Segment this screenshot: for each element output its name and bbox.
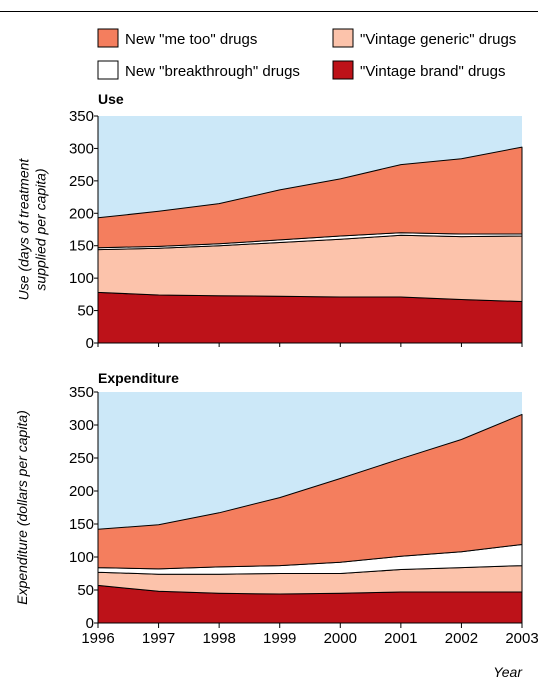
legend: New "me too" drugs "Vintage generic" drug… [97,28,516,80]
panel-title: Expenditure [98,370,179,386]
legend-label-new-me-too-drugs: New "me too" drugs [125,31,257,48]
x-tick-label: 1999 [263,630,296,647]
y-tick-label: 200 [69,483,94,500]
legend-swatch-new-breakthrough-drugs [97,60,119,80]
x-tick-label: 1996 [81,630,114,647]
x-tick-label: 2002 [445,630,478,647]
legend-swatch-vintage-brand-drugs [332,60,354,80]
x-tick-label: 1998 [202,630,235,647]
legend-label-new-breakthrough-drugs: New "breakthrough" drugs [125,63,300,80]
legend-swatch-new-me-too-drugs [97,28,119,48]
panel-title: Use [98,91,124,107]
x-axis: 1996 1997 1998 1999 2000 2001 2002 2003 [81,343,538,647]
legend-label-vintage-brand-drugs: "Vintage brand" drugs [360,63,505,80]
y-tick-label: 250 [69,173,94,190]
top-rule [0,11,538,12]
y-tick-label: 200 [69,205,94,222]
area-vintage-brand-drugs [97,291,523,344]
y-tick-label: 300 [69,417,94,434]
x-tick-label: 1997 [142,630,175,647]
y-tick-label: 100 [69,549,94,566]
y-axis-title: Use (days of treatmentsupplied per capit… [16,158,49,301]
y-axis-title: Expenditure (dollars per capita) [14,410,30,605]
y-tick-label: 100 [69,270,94,287]
legend-label-vintage-generic-drugs: "Vintage generic" drugs [360,31,516,48]
y-tick-label: 0 [86,615,94,632]
x-tick-label: 2003 [505,630,538,647]
y-tick-label: 150 [69,516,94,533]
x-axis-title: Year [493,664,523,680]
y-tick-label: 350 [69,384,94,401]
y-tick-label: 250 [69,450,94,467]
x-tick-label: 2001 [384,630,417,647]
y-tick-label: 300 [69,140,94,157]
y-tick-label: 350 [69,108,94,125]
y-tick-label: 50 [77,303,94,320]
y-axis-title-line: Use (days of treatment [16,158,32,301]
legend-swatch-vintage-generic-drugs [332,28,354,48]
x-tick-label: 2000 [324,630,357,647]
y-tick-label: 0 [86,335,94,352]
area-new-me-too-drugs [97,146,523,249]
y-tick-label: 50 [77,582,94,599]
y-axis-title-line: supplied per capita) [33,168,49,290]
y-axis-title-line: Expenditure (dollars per capita) [14,410,30,605]
y-tick-label: 150 [69,238,94,255]
area-new-me-too-drugs [97,413,523,570]
